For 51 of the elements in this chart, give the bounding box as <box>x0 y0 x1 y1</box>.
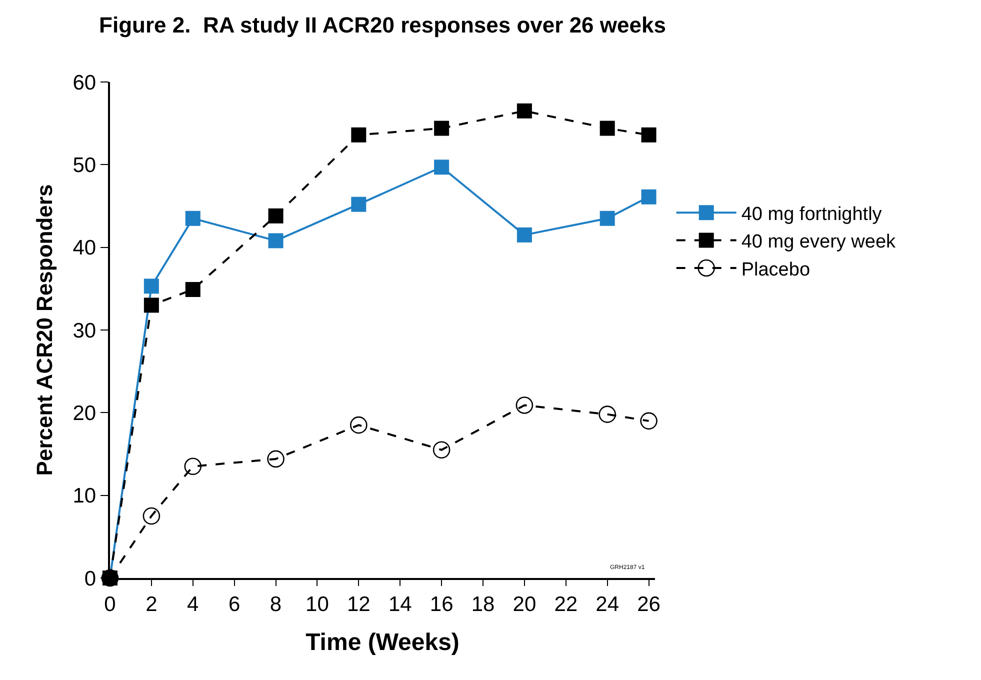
point <box>516 103 532 118</box>
x-tick-label: 0 <box>104 592 116 616</box>
legend-label: Placebo <box>741 259 810 280</box>
point <box>185 210 200 226</box>
x-tick-label: 14 <box>388 592 412 616</box>
chart-title: Figure 2. RA study II ACR20 responses over 26 weeks <box>99 12 666 38</box>
x-tick-label: 18 <box>471 592 495 616</box>
point <box>185 282 200 297</box>
point <box>350 416 368 434</box>
y-axis-title: Percent ACR20 Responders <box>32 184 57 476</box>
point <box>351 196 366 212</box>
point <box>640 412 658 430</box>
point <box>268 208 284 224</box>
x-tick-label: 16 <box>430 592 454 616</box>
x-tick-label: 22 <box>554 592 578 616</box>
point <box>600 120 615 136</box>
point <box>144 278 159 294</box>
point <box>516 227 532 242</box>
point <box>268 233 284 248</box>
y-tick-label: 20 <box>72 402 96 426</box>
point <box>516 396 534 414</box>
y-tick-label: 30 <box>72 319 96 342</box>
point <box>351 127 366 142</box>
point <box>641 127 656 142</box>
x-tick-label: 4 <box>187 592 200 616</box>
point <box>267 450 284 468</box>
point <box>432 441 450 459</box>
x-tick-label: 10 <box>306 592 329 616</box>
x-tick-label: 26 <box>637 592 660 616</box>
y-tick-label: 40 <box>72 236 96 260</box>
point <box>144 298 159 313</box>
point <box>184 458 202 476</box>
x-tick-label: 12 <box>346 592 370 616</box>
x-tick-label: 20 <box>512 592 536 616</box>
legend-label: 40 mg fortnightly <box>741 204 882 225</box>
point <box>641 189 656 204</box>
y-tick-label: 60 <box>72 71 96 94</box>
x-tick-label: 24 <box>596 592 620 616</box>
x-tick-label: 2 <box>146 592 158 616</box>
point <box>598 406 616 423</box>
point <box>600 210 615 226</box>
point <box>142 507 160 525</box>
x-axis-title: Time (Weeks) <box>306 628 460 656</box>
point <box>434 120 450 136</box>
y-tick-label: 50 <box>72 154 96 178</box>
y-tick-label: 10 <box>72 484 96 508</box>
x-tick-label: 8 <box>270 592 282 616</box>
point <box>434 160 450 175</box>
y-tick-label: 0 <box>84 567 96 590</box>
x-tick-label: 6 <box>228 592 240 616</box>
legend-label: 40 mg every week <box>741 232 896 253</box>
